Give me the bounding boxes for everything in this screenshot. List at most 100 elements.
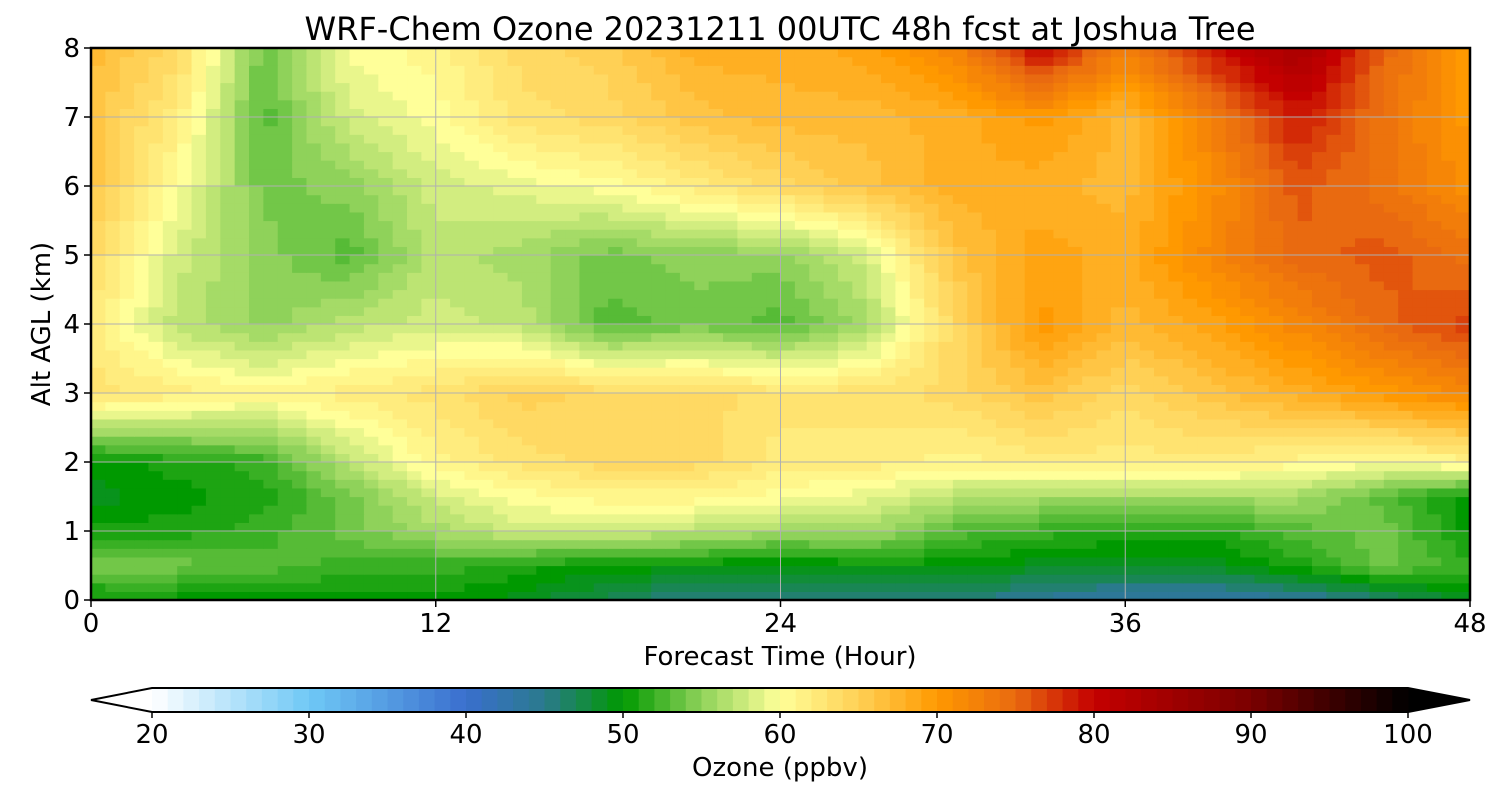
heatmap-cell [1254, 479, 1270, 489]
heatmap-cell [162, 401, 178, 411]
heatmap-cell [981, 591, 997, 600]
heatmap-cell [478, 375, 494, 385]
heatmap-cell [780, 160, 796, 170]
heatmap-cell [1283, 591, 1299, 600]
heatmap-cell [1182, 160, 1198, 170]
heatmap-cell [1441, 436, 1457, 446]
heatmap-cell [636, 453, 652, 463]
heatmap-cell [378, 332, 394, 342]
heatmap-cell [378, 556, 394, 567]
heatmap-cell [679, 522, 695, 532]
heatmap-cell [1110, 186, 1126, 196]
heatmap-cell [1153, 479, 1169, 489]
heatmap-cell [952, 246, 968, 256]
heatmap-cell [565, 436, 580, 446]
heatmap-cell [363, 539, 379, 549]
heatmap-cell [320, 203, 336, 213]
heatmap-cell [191, 401, 207, 411]
heatmap-cell [521, 280, 537, 291]
heatmap-cell [1096, 203, 1112, 213]
heatmap-cell [679, 470, 695, 480]
heatmap-cell [837, 332, 853, 342]
heatmap-cell [895, 332, 911, 342]
heatmap-cell [407, 496, 422, 506]
heatmap-cell [895, 272, 911, 282]
heatmap-cell [665, 401, 681, 411]
heatmap-cell [1254, 410, 1270, 420]
heatmap-cell [536, 168, 552, 178]
heatmap-cell [981, 574, 997, 584]
heatmap-cell [277, 324, 293, 334]
heatmap-cell [866, 298, 882, 308]
heatmap-cell [1240, 246, 1256, 256]
heatmap-cell [407, 315, 422, 325]
heatmap-cell [708, 556, 724, 567]
heatmap-cell [593, 341, 609, 351]
heatmap-cell [593, 496, 609, 506]
heatmap-cell [708, 582, 724, 592]
heatmap-cell [1369, 418, 1385, 429]
heatmap-cell [1110, 427, 1126, 437]
heatmap-cell [952, 582, 968, 592]
heatmap-cell [220, 522, 236, 532]
heatmap-cell [363, 220, 379, 230]
heatmap-cell [1426, 591, 1442, 600]
heatmap-cell [1110, 160, 1126, 170]
heatmap-cell [823, 298, 839, 308]
heatmap-cell [1024, 315, 1040, 325]
heatmap-cell [1139, 470, 1155, 480]
heatmap-cell [148, 427, 164, 437]
heatmap-cell [1441, 574, 1457, 584]
heatmap-cell [263, 194, 279, 204]
heatmap-cell [493, 186, 509, 196]
heatmap-cell [852, 418, 868, 429]
heatmap-cell [1340, 487, 1356, 498]
heatmap-cell [191, 375, 207, 385]
heatmap-cell [1067, 168, 1083, 178]
heatmap-cell [1168, 194, 1184, 204]
heatmap-cell [895, 168, 911, 178]
heatmap-cell [1067, 401, 1083, 411]
heatmap-cell [881, 151, 897, 161]
heatmap-cell [1211, 582, 1227, 592]
heatmap-cell [1355, 436, 1371, 446]
heatmap-cell [837, 280, 853, 291]
heatmap-cell [464, 418, 480, 429]
heatmap-cell [995, 229, 1011, 239]
heatmap-cell [1197, 358, 1213, 368]
heatmap-cell [521, 255, 537, 265]
heatmap-cell [866, 289, 882, 299]
heatmap-cell [895, 410, 911, 420]
heatmap-cell [1268, 229, 1284, 239]
heatmap-cell [1197, 479, 1213, 489]
heatmap-cell [177, 582, 193, 592]
heatmap-cell [392, 367, 408, 377]
heatmap-cell [1225, 194, 1241, 204]
heatmap-cell [1240, 470, 1256, 480]
heatmap-cell [1355, 470, 1371, 480]
heatmap-cell [751, 203, 767, 213]
heatmap-cell [967, 186, 983, 196]
heatmap-cell [550, 479, 566, 489]
heatmap-cell [1168, 487, 1184, 498]
heatmap-cell [938, 332, 954, 342]
heatmap-cell [550, 470, 566, 480]
heatmap-cell [852, 462, 868, 472]
heatmap-cell [938, 341, 954, 351]
heatmap-cell [1412, 556, 1428, 567]
heatmap-cell [1053, 177, 1069, 187]
heatmap-cell [1340, 358, 1356, 368]
heatmap-cell [1225, 358, 1241, 368]
heatmap-cell [1153, 505, 1169, 515]
heatmap-cell [162, 574, 178, 584]
heatmap-cell [91, 194, 106, 204]
heatmap-cell [478, 479, 494, 489]
heatmap-cell [1053, 462, 1069, 472]
heatmap-cell [464, 487, 480, 498]
heatmap-cell [737, 565, 753, 575]
heatmap-cell [1139, 496, 1155, 506]
heatmap-cell [1010, 332, 1026, 342]
heatmap-cell [1240, 211, 1256, 222]
heatmap-cell [952, 418, 968, 429]
heatmap-cell [306, 151, 322, 161]
